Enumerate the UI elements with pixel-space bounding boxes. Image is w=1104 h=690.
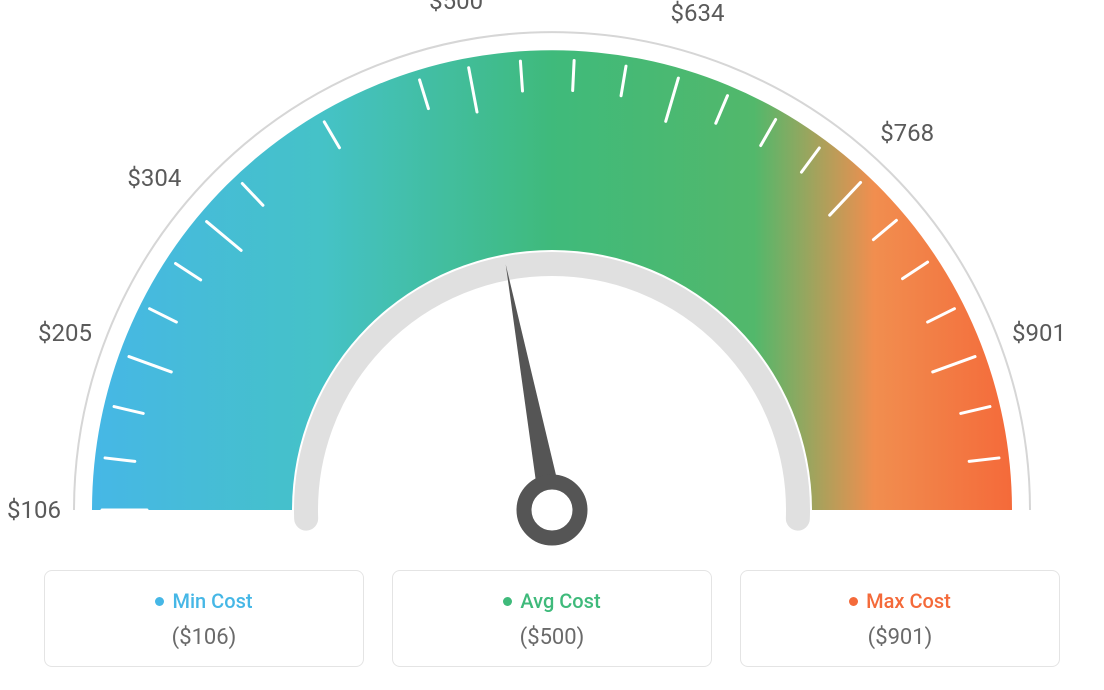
- gauge-tick-label: $205: [38, 319, 92, 347]
- gauge-tick-label: $500: [429, 0, 483, 15]
- gauge-tick: [573, 61, 574, 91]
- gauge-tick-label: $768: [880, 119, 934, 147]
- legend-avg-dot: [503, 597, 512, 606]
- legend-min-label: Min Cost: [172, 589, 252, 613]
- legend-min-dot: [155, 597, 164, 606]
- legend-max-dot: [849, 597, 858, 606]
- gauge-tick-label: $106: [7, 496, 61, 524]
- gauge-needle-hub: [524, 482, 580, 538]
- legend-min-card: Min Cost ($106): [44, 570, 364, 667]
- gauge-tick: [520, 61, 522, 91]
- cost-gauge: $106 $205 $304 $500 $634 $768 $901: [0, 0, 1104, 560]
- legend-avg-card: Avg Cost ($500): [392, 570, 712, 667]
- legend-avg-value: ($500): [405, 625, 699, 650]
- gauge-tick-label: $634: [670, 0, 724, 27]
- legend-avg-label: Avg Cost: [520, 589, 600, 613]
- gauge-color-arc: [92, 50, 1012, 510]
- legend-row: Min Cost ($106) Avg Cost ($500) Max Cost…: [0, 570, 1104, 667]
- gauge-tick-label: $304: [127, 164, 181, 192]
- legend-max-value: ($901): [753, 625, 1047, 650]
- legend-min-value: ($106): [57, 625, 351, 650]
- gauge-svg: [0, 0, 1104, 560]
- gauge-tick-label: $901: [1012, 319, 1066, 347]
- legend-max-card: Max Cost ($901): [740, 570, 1060, 667]
- legend-max-label: Max Cost: [866, 589, 951, 613]
